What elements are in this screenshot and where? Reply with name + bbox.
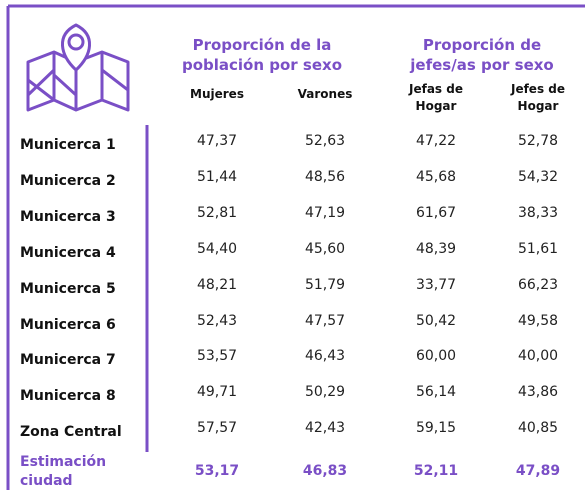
row-label: Municerca 2 xyxy=(20,172,116,189)
cell: 38,33 xyxy=(517,204,559,221)
cell: 51,79 xyxy=(304,276,346,293)
cell: 54,40 xyxy=(196,240,238,257)
row-label: Municerca 3 xyxy=(20,208,116,225)
footer-cell: 46,83 xyxy=(302,463,348,479)
cell: 54,32 xyxy=(517,168,559,185)
cell: 43,86 xyxy=(517,384,559,401)
cell: 61,67 xyxy=(415,204,457,221)
column-header: Jefas de xyxy=(409,82,463,96)
column-header: Mujeres xyxy=(190,87,244,101)
cell: 33,77 xyxy=(415,276,457,293)
column-header: Hogar xyxy=(517,99,559,113)
row-label: Municerca 1 xyxy=(20,137,116,153)
footer-cell: 53,17 xyxy=(194,463,240,479)
map-icon xyxy=(26,23,130,112)
cell: 40,00 xyxy=(517,348,559,365)
group-header: Proporción de xyxy=(422,36,542,54)
cell: 49,71 xyxy=(196,384,238,401)
row-label: Municerca 8 xyxy=(20,388,116,405)
cell: 66,23 xyxy=(517,276,559,293)
cell: 48,39 xyxy=(415,240,457,257)
cell: 47,19 xyxy=(304,204,346,221)
cell: 45,60 xyxy=(304,240,346,257)
footer-cell: 52,11 xyxy=(413,463,459,479)
footer-label: Estimación xyxy=(20,454,107,470)
cell: 50,42 xyxy=(415,312,457,329)
row-label: Municerca 6 xyxy=(20,316,116,333)
cell: 47,37 xyxy=(196,133,238,149)
group-header: Proporción de la xyxy=(192,36,332,54)
row-label: Zona Central xyxy=(20,424,122,441)
cell: 42,43 xyxy=(304,420,346,437)
column-header: Varones xyxy=(297,87,353,101)
cell: 45,68 xyxy=(415,168,457,185)
cell: 59,15 xyxy=(415,420,457,437)
column-header: Jefes de xyxy=(510,82,565,96)
cell: 51,44 xyxy=(196,168,238,185)
column-header: Hogar xyxy=(415,99,457,113)
group-header: jefes/as por sexo xyxy=(410,56,554,74)
cell: 52,43 xyxy=(196,312,238,329)
cell: 51,61 xyxy=(517,240,559,257)
cell: 57,57 xyxy=(196,420,238,437)
cell: 46,43 xyxy=(304,348,346,365)
footer-label: ciudad xyxy=(20,473,73,489)
row-label: Municerca 5 xyxy=(20,280,116,297)
cell: 40,85 xyxy=(517,420,559,437)
cell: 52,81 xyxy=(196,204,238,221)
footer-cell: 47,89 xyxy=(515,463,561,479)
cell: 56,14 xyxy=(415,384,457,401)
row-label: Municerca 4 xyxy=(20,244,116,261)
cell: 52,63 xyxy=(304,133,346,149)
cell: 48,21 xyxy=(196,276,238,293)
cell: 53,57 xyxy=(196,348,238,365)
cell: 52,78 xyxy=(517,133,559,149)
cell: 60,00 xyxy=(415,348,457,365)
cell: 50,29 xyxy=(304,384,346,401)
cell: 47,57 xyxy=(304,312,346,329)
cell: 49,58 xyxy=(517,312,559,329)
row-label: Municerca 7 xyxy=(20,352,116,369)
cell: 47,22 xyxy=(415,133,457,149)
cell: 48,56 xyxy=(304,168,346,185)
group-header: población por sexo xyxy=(181,56,343,74)
